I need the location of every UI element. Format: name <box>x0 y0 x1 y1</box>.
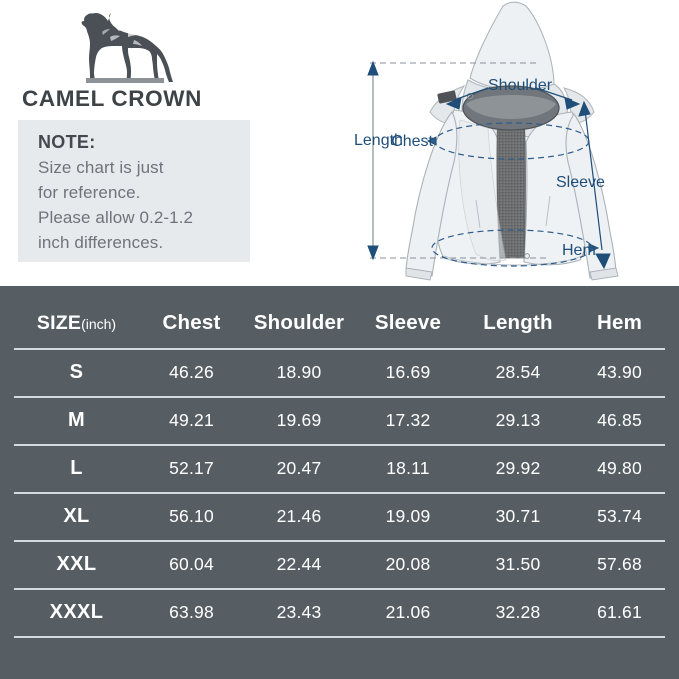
column-header-length: Length <box>483 311 553 334</box>
sleeve-dimension-line <box>584 109 603 251</box>
row-size-label: XXL <box>56 552 97 575</box>
jacket-illustration: Length Shoulder Chest Sleeve Hem <box>354 1 619 281</box>
cell-chest: 56.10 <box>169 505 214 526</box>
row-divider <box>14 492 665 494</box>
unit-label: (inch) <box>81 315 117 332</box>
cell-shoulder: 20.47 <box>276 457 322 478</box>
label-shoulder: Shoulder <box>488 77 553 94</box>
note-title: NOTE: <box>38 132 96 152</box>
column-header-size: SIZE(inch) <box>14 312 139 335</box>
brand-logo <box>0 4 250 92</box>
cell-hem: 53.74 <box>597 505 642 526</box>
jacket-diagram: Length Shoulder Chest Sleeve Hem <box>340 0 679 286</box>
row-size-label: XL <box>63 504 90 527</box>
row-size-label: XXXL <box>49 600 104 623</box>
cell-shoulder: 22.44 <box>276 553 322 574</box>
table-row: S 46.26 18.90 16.69 28.54 43.90 <box>14 348 665 396</box>
cell-shoulder: 18.90 <box>276 361 322 382</box>
cell-chest: 60.04 <box>169 553 214 574</box>
row-divider <box>14 636 665 638</box>
cell-length: 29.92 <box>495 457 541 478</box>
sleeve-arrow-up <box>578 100 591 117</box>
cell-hem: 43.90 <box>597 361 642 382</box>
label-length: Length <box>354 132 403 149</box>
cell-sleeve: 21.06 <box>385 601 431 622</box>
shoulder-left-line <box>453 87 489 101</box>
length-arrow-up <box>367 60 379 76</box>
cell-length: 30.71 <box>495 505 541 526</box>
note-line-4: inch differences. <box>38 233 164 252</box>
sleeve-arrow-down <box>595 253 611 270</box>
column-header-shoulder: Shoulder <box>253 311 345 334</box>
header-area: CAMEL CROWN NOTE: Size chart is just for… <box>0 0 679 286</box>
table-header-row: SIZE(inch) Chest Shoulder Sleeve Length … <box>14 298 665 348</box>
brand-block: CAMEL CROWN NOTE: Size chart is just for… <box>0 0 340 286</box>
row-size-label: L <box>70 456 83 479</box>
table-row: XXXL 63.98 23.43 21.06 32.28 61.61 <box>14 588 665 636</box>
column-header-hem: Hem <box>596 311 643 334</box>
cell-chest: 63.98 <box>169 601 214 622</box>
label-chest: Chest <box>391 133 433 150</box>
table-row: XL 56.10 21.46 19.09 30.71 53.74 <box>14 492 665 540</box>
cell-sleeve: 16.69 <box>385 361 431 382</box>
table-row: L 52.17 20.47 18.11 29.92 49.80 <box>14 444 665 492</box>
chest-arrow <box>426 136 437 146</box>
cell-sleeve: 19.09 <box>385 505 431 526</box>
shoulder-left-arrow <box>445 97 462 110</box>
cell-hem: 57.68 <box>597 553 642 574</box>
row-size-label: S <box>69 360 84 383</box>
jacket-body-shape <box>405 1 619 281</box>
cell-length: 29.13 <box>495 409 541 430</box>
brand-wordmark: CAMEL CROWN <box>22 86 202 111</box>
cell-shoulder: 21.46 <box>276 505 322 526</box>
cell-sleeve: 18.11 <box>386 457 430 478</box>
note-line-3: Please allow 0.2-1.2 <box>38 208 194 227</box>
cell-hem: 46.85 <box>597 409 642 430</box>
row-divider <box>14 444 665 446</box>
note-line-2: for reference. <box>38 183 141 202</box>
row-divider <box>14 540 665 542</box>
cell-length: 28.54 <box>495 361 541 382</box>
cell-sleeve: 20.08 <box>385 553 431 574</box>
cell-length: 31.50 <box>495 553 541 574</box>
cell-shoulder: 23.43 <box>276 601 322 622</box>
cell-shoulder: 19.69 <box>276 409 322 430</box>
cell-hem: 49.80 <box>597 457 642 478</box>
column-header-size-text: SIZE <box>36 311 82 334</box>
row-size-label: M <box>67 408 86 431</box>
label-sleeve: Sleeve <box>556 174 605 191</box>
cell-length: 32.28 <box>495 601 541 622</box>
measurement-guides <box>367 60 611 270</box>
size-chart-table: SIZE(inch) Chest Shoulder Sleeve Length … <box>0 286 679 679</box>
row-divider <box>14 588 665 590</box>
shoulder-right-arrow <box>564 97 581 110</box>
note-line-1: Size chart is just <box>38 158 164 177</box>
cell-chest: 46.26 <box>169 361 214 382</box>
camel-icon <box>81 13 173 83</box>
note-box: NOTE: Size chart is just for reference. … <box>18 120 250 262</box>
column-header-chest: Chest <box>162 311 221 334</box>
cell-hem: 61.61 <box>597 601 642 622</box>
table-row: XXL 60.04 22.44 20.08 31.50 57.68 <box>14 540 665 588</box>
label-hem: Hem <box>562 242 596 259</box>
hem-arrow <box>588 243 600 253</box>
column-header-sleeve: Sleeve <box>374 311 442 334</box>
cell-chest: 52.17 <box>169 457 214 478</box>
row-divider <box>14 348 665 350</box>
cell-sleeve: 17.32 <box>385 409 431 430</box>
table-row: M 49.21 19.69 17.32 29.13 46.85 <box>14 396 665 444</box>
row-divider <box>14 396 665 398</box>
logo-ground-bar <box>86 78 164 83</box>
cell-chest: 49.21 <box>169 409 214 430</box>
length-arrow-down <box>367 245 379 261</box>
